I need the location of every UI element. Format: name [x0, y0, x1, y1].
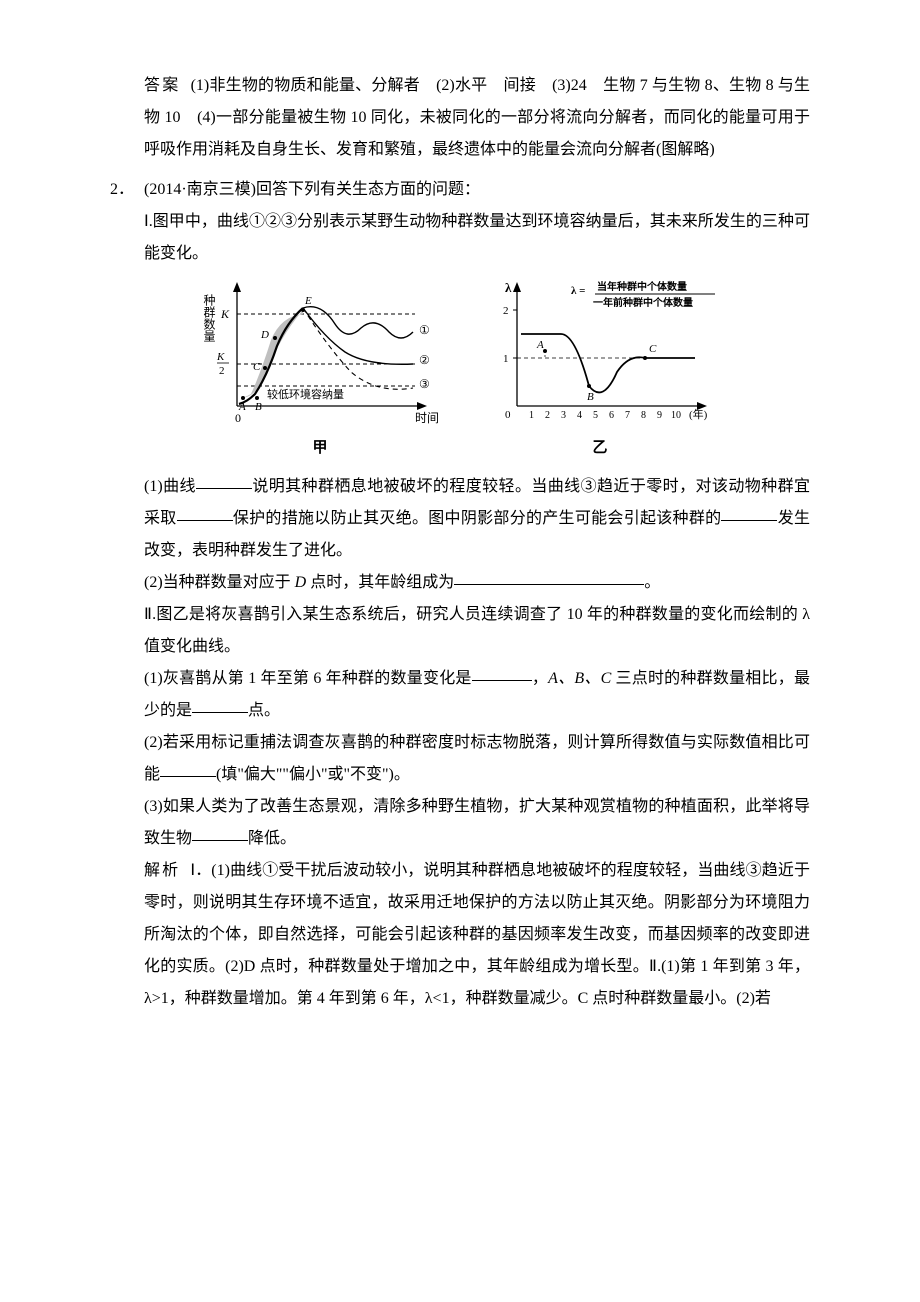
explain-label: 解析 — [144, 862, 180, 879]
part-ii-q2: (2)若采用标记重捕法调查灰喜鹊的种群密度时标志物脱落，则计算所得数值与实际数值… — [144, 727, 810, 791]
svg-text:K: K — [220, 307, 230, 321]
i2-c: 。 — [644, 574, 660, 591]
part-ii-intro: Ⅱ.图乙是将灰喜鹊引入某生态系统后，研究人员连续调查了 10 年的种群数量的变化… — [144, 599, 810, 663]
answer-label: 答案 — [144, 77, 180, 94]
svg-text:2: 2 — [219, 365, 225, 377]
svg-text:种群数量: 种群数量 — [202, 294, 216, 342]
svg-text:0: 0 — [505, 409, 511, 421]
part-i-intro: Ⅰ.图甲中，曲线①②③分别表示某野生动物种群数量达到环境容纳量后，其未来所发生的… — [144, 206, 810, 270]
ii2-b: (填"偏大""偏小"或"不变")。 — [216, 766, 410, 783]
svg-text:①: ① — [419, 323, 430, 337]
figure-right-caption: 乙 — [592, 433, 607, 463]
svg-text:E: E — [304, 295, 312, 307]
svg-text:C: C — [253, 361, 261, 373]
question-2: 2． (2014·南京三模)回答下列有关生态方面的问题： — [110, 174, 810, 206]
question-source: (2014·南京三模) — [144, 181, 256, 198]
answer-block: 答案 (1)非生物的物质和能量、分解者 (2)水平 间接 (3)24 生物 7 … — [144, 70, 810, 166]
ii1-a: (1)灰喜鹊从第 1 年至第 6 年种群的数量变化是 — [144, 670, 472, 687]
part-ii-q1: (1)灰喜鹊从第 1 年至第 6 年种群的数量变化是，A、B、C 三点时的种群数… — [144, 663, 810, 727]
svg-text:3: 3 — [561, 410, 566, 421]
blank — [177, 505, 233, 521]
svg-text:5: 5 — [593, 410, 598, 421]
explanation-block: 解析 Ⅰ．(1)曲线①受干扰后波动较小，说明其种群栖息地被破坏的程度较轻，当曲线… — [144, 855, 810, 1015]
svg-text:B: B — [587, 391, 594, 403]
svg-text:当年种群中个体数量: 当年种群中个体数量 — [597, 280, 687, 293]
svg-text:③: ③ — [419, 377, 430, 391]
figures-row: 种群数量 时间 0 K K 2 较低环境容纳量 A B — [110, 276, 810, 463]
figure-left-wrap: 种群数量 时间 0 K K 2 较低环境容纳量 A B — [195, 276, 445, 463]
svg-text:0: 0 — [235, 411, 241, 425]
svg-text:2: 2 — [503, 305, 509, 317]
ii1-d: 点。 — [248, 702, 280, 719]
svg-text:A: A — [238, 401, 246, 413]
question-number: 2． — [110, 174, 144, 206]
svg-text:一年前种群中个体数量: 一年前种群中个体数量 — [593, 296, 693, 309]
blank — [196, 473, 252, 489]
svg-text:B: B — [255, 401, 262, 413]
ii1-abc: A、B、C — [548, 670, 611, 687]
figure-right: λ 1 2 0 123 456 789 10 (年) λ = 当年种群中个体数量… — [475, 276, 725, 431]
i2-a: (2)当种群数量对应于 — [144, 574, 295, 591]
svg-text:C: C — [649, 343, 657, 355]
svg-text:1: 1 — [529, 410, 534, 421]
ii1-b: ， — [532, 670, 548, 687]
svg-text:6: 6 — [609, 410, 614, 421]
svg-text:(年): (年) — [689, 407, 708, 421]
svg-text:9: 9 — [657, 410, 662, 421]
svg-text:②: ② — [419, 353, 430, 367]
blank — [454, 569, 644, 585]
answer-text: (1)非生物的物质和能量、分解者 (2)水平 间接 (3)24 生物 7 与生物… — [144, 77, 810, 158]
i1-c: 保护的措施以防止其灭绝。图中阴影部分的产生可能会引起该种群的 — [233, 510, 722, 527]
svg-text:10: 10 — [671, 410, 681, 421]
svg-text:4: 4 — [577, 410, 582, 421]
svg-text:7: 7 — [625, 410, 630, 421]
part-ii-q3: (3)如果人类为了改善生态景观，清除多种野生植物，扩大某种观赏植物的种植面积，此… — [144, 791, 810, 855]
i1-a: (1)曲线 — [144, 478, 196, 495]
svg-text:λ: λ — [505, 280, 512, 295]
svg-text:1: 1 — [503, 353, 509, 365]
i2-b: 点时，其年龄组成为 — [306, 574, 454, 591]
svg-text:D: D — [260, 329, 269, 341]
svg-text:8: 8 — [641, 410, 646, 421]
i2-d-point: D — [295, 574, 307, 591]
figure-right-wrap: λ 1 2 0 123 456 789 10 (年) λ = 当年种群中个体数量… — [475, 276, 725, 463]
part-i-q1: (1)曲线说明其种群栖息地被破坏的程度较轻。当曲线③趋近于零时，对该动物种群宜采… — [144, 471, 810, 567]
svg-text:K: K — [216, 351, 225, 363]
svg-text:A: A — [536, 339, 544, 351]
ii3-b: 降低。 — [248, 830, 296, 847]
blank — [472, 665, 532, 681]
blank — [192, 697, 248, 713]
svg-text:λ =: λ = — [571, 285, 585, 297]
part-i-q2: (2)当种群数量对应于 D 点时，其年龄组成为 。 — [144, 567, 810, 599]
blank — [721, 505, 777, 521]
blank — [160, 761, 216, 777]
svg-text:2: 2 — [545, 410, 550, 421]
blank — [192, 825, 248, 841]
svg-text:时间: 时间 — [415, 411, 439, 425]
svg-text:较低环境容纳量: 较低环境容纳量 — [267, 387, 344, 401]
question-stem: 回答下列有关生态方面的问题： — [256, 181, 480, 198]
figure-left-caption: 甲 — [312, 433, 327, 463]
figure-left: 种群数量 时间 0 K K 2 较低环境容纳量 A B — [195, 276, 445, 431]
explain-text: Ⅰ．(1)曲线①受干扰后波动较小，说明其种群栖息地被破坏的程度较轻，当曲线③趋近… — [144, 862, 810, 1007]
